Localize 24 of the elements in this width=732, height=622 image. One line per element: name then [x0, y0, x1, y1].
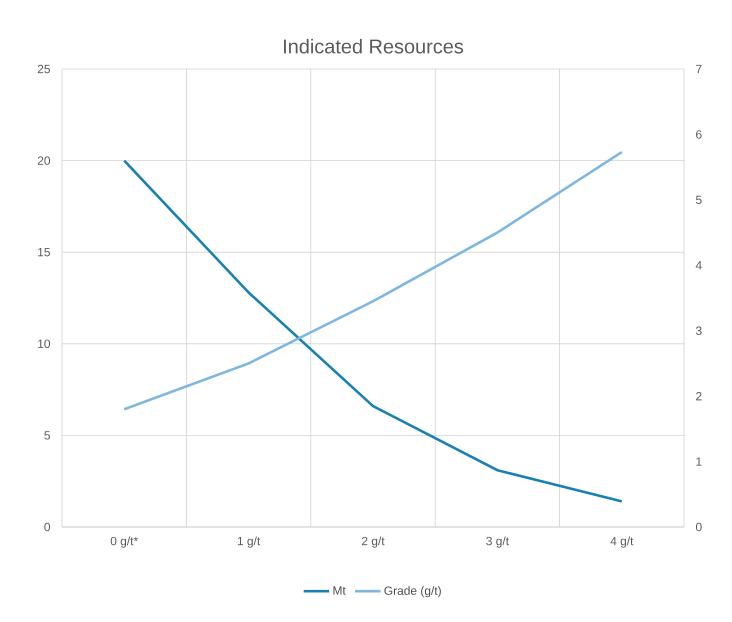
- x-tick-label: 3 g/t: [486, 536, 509, 548]
- y2-tick-label: 0: [696, 522, 702, 532]
- y2-tick-label: 4: [696, 261, 702, 270]
- x-tick-label: 4 g/t: [610, 536, 634, 548]
- x-tick-label: 1 g/t: [238, 536, 260, 548]
- line-series: [122, 150, 624, 411]
- legend-label: Mt: [333, 586, 346, 595]
- y-tick-label: 5: [44, 431, 50, 440]
- line-series: [122, 159, 624, 503]
- y-tick-label: 20: [38, 156, 50, 165]
- y2-tick-label: 3: [696, 326, 702, 335]
- y2-tick-label: 5: [696, 196, 702, 204]
- y-tick-label: 0: [44, 522, 50, 532]
- x-tick-label: 0 g/t*: [110, 536, 138, 548]
- y-tick-label: 25: [38, 64, 50, 74]
- legend-label: Grade (g/t): [384, 586, 441, 598]
- y2-tick-label: 6: [696, 130, 702, 139]
- chart-title: Indicated Resources: [284, 38, 464, 54]
- y2-tick-label: 2: [696, 392, 702, 400]
- y-tick-label: 15: [38, 248, 50, 256]
- y2-tick-label: 1: [696, 457, 702, 466]
- x-tick-label: 2 g/t: [362, 536, 385, 548]
- y-tick-label: 10: [38, 340, 50, 348]
- y2-tick-label: 7: [696, 64, 702, 74]
